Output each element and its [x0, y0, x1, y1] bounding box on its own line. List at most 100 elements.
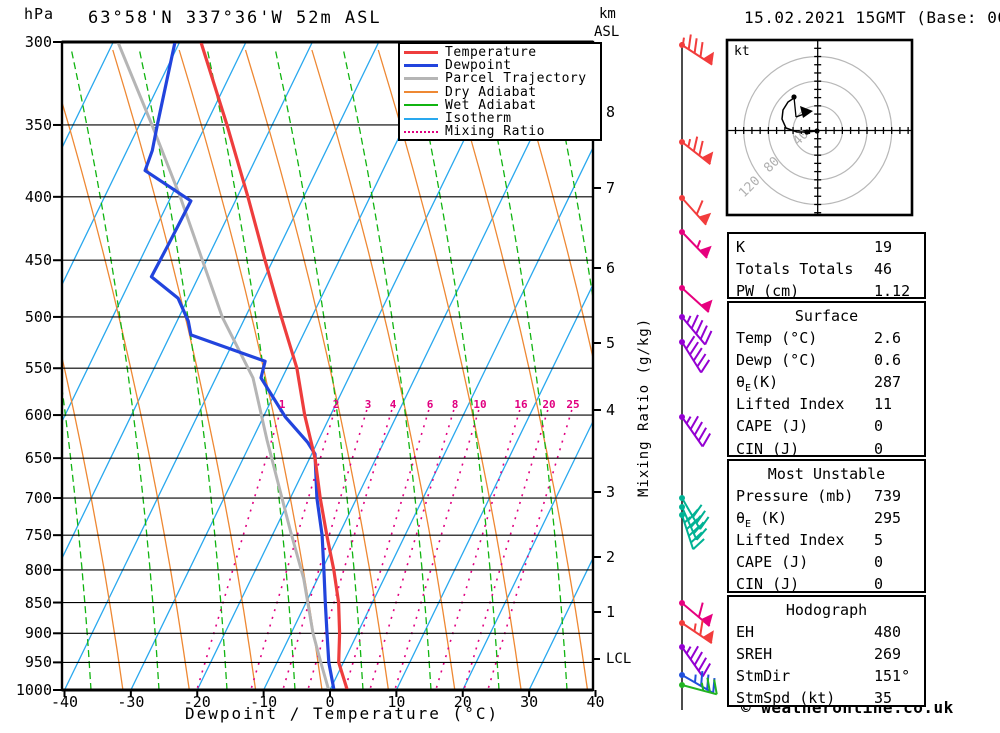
row-label: Lifted Index	[736, 395, 845, 414]
row-value: 151°	[874, 667, 911, 686]
wind-barb	[679, 335, 711, 374]
pressure-tick-label-800: 800	[24, 560, 52, 579]
table-row-mu-lifted-index: Lifted Index 5	[729, 529, 924, 551]
row-value: 0	[874, 417, 884, 436]
row-label: CIN (J)	[736, 439, 800, 458]
row-value: 2.6	[874, 329, 902, 348]
wind-barb	[679, 34, 715, 66]
row-value: 287	[874, 373, 902, 392]
legend-item-isotherm: Isotherm	[404, 112, 600, 125]
isotherm-line	[62, 42, 313, 560]
legend-item-dry-adiabat: Dry Adiabat	[404, 86, 600, 99]
mixing-ratio-value-label: 3	[364, 398, 372, 411]
table-row-surface-temp: Temp (°C) 2.6	[729, 327, 924, 349]
dry-adiabat-line	[112, 49, 257, 690]
temperature-tick-label--30: -30	[117, 693, 145, 711]
mixing-ratio-line	[394, 409, 480, 690]
mixing-ratio-line	[344, 409, 430, 690]
km-tick-label-8: 8	[606, 103, 616, 121]
row-value: 269	[874, 645, 902, 664]
wind-barb	[679, 195, 712, 226]
mixing-ratio-line	[435, 409, 521, 690]
isotherm-line	[63, 42, 380, 690]
dry-adiabat-line	[311, 49, 456, 690]
mixing-ratio-value-label: 6	[426, 398, 434, 411]
row-value: 46	[874, 260, 893, 279]
wind-barb	[679, 670, 716, 694]
wet-adiabat-line	[138, 49, 228, 690]
row-label: Lifted Index	[736, 531, 845, 550]
table-row-k: K 19	[729, 236, 924, 258]
mixing-ratio-value-label: 1	[278, 398, 286, 411]
mixing-ratio-line	[250, 409, 336, 690]
pressure-tick-label-300: 300	[24, 33, 52, 51]
legend-item-mixing-ratio: Mixing Ratio	[404, 125, 600, 138]
legend-label: Dry Adiabat	[445, 84, 537, 100]
surface-table-title: Surface	[729, 305, 924, 327]
isotherm-line	[528, 556, 593, 690]
mixing-ratio-line	[369, 409, 455, 690]
pressure-tick-label-450: 450	[24, 251, 52, 270]
dry-adiabat-line-swatch	[404, 91, 438, 94]
temperature-tick-label--20: -20	[183, 693, 211, 711]
mixing-ratio-value-label: 10	[473, 398, 487, 411]
wind-barb-column	[679, 34, 718, 710]
dewpoint-line-swatch	[404, 64, 438, 68]
legend-label: Parcel Trajectory	[445, 71, 587, 87]
pressure-tick-label-950: 950	[24, 653, 52, 672]
temperature-line	[199, 42, 349, 690]
isotherm-line	[62, 42, 181, 287]
table-row-surface-dewp: Dewp (°C) 0.6	[729, 349, 924, 371]
dry-adiabat-line	[244, 49, 390, 690]
legend-label: Wet Adiabat	[445, 97, 537, 113]
row-label: CAPE (J)	[736, 553, 809, 572]
mixing-ratio-value-label: 8	[451, 398, 459, 411]
km-tick-label-6: 6	[606, 259, 616, 277]
wind-barb	[679, 644, 712, 678]
legend-item-parcel: Parcel Trajectory	[404, 72, 600, 85]
hodograph-unit-label: kt	[734, 44, 750, 59]
row-label: PW (cm)	[736, 282, 800, 301]
hodograph-stats-table: Hodograph EH 480 SREH 269 StmDir 151° St…	[727, 595, 926, 707]
table-row-mu-cin: CIN (J) 0	[729, 573, 924, 595]
wet-adiabat-line	[206, 49, 296, 690]
mixing-ratio-value-label: 2	[332, 398, 340, 411]
wind-barb	[679, 512, 705, 550]
isotherm-line	[196, 42, 513, 690]
temperature-tick-label-30: 30	[520, 693, 539, 711]
mixing-ratio-value-label: 20	[542, 398, 556, 411]
row-label: Dewp (°C)	[736, 351, 818, 370]
axis-ticks	[53, 41, 601, 697]
isotherm-line-swatch	[404, 117, 438, 120]
station-title: 63°58'N 337°36'W 52m ASL	[88, 8, 382, 28]
row-label: Pressure (mb)	[736, 487, 854, 506]
pressure-tick-label-900: 900	[24, 624, 52, 643]
mixing-ratio-line	[487, 409, 573, 690]
table-row-mu-pressure: Pressure (mb) 739	[729, 485, 924, 507]
row-label: θE(K)	[736, 373, 779, 395]
row-label: EH	[736, 623, 755, 642]
table-row-pw: PW (cm) 1.12	[729, 280, 924, 302]
table-row-sreh: SREH 269	[729, 643, 924, 665]
mixing-ratio-line	[282, 409, 368, 690]
dry-adiabat-line	[62, 99, 190, 690]
km-tick-label-7: 7	[606, 179, 616, 197]
wet-adiabat-line	[478, 49, 568, 690]
row-value: 11	[874, 395, 893, 414]
dry-adiabat-line	[62, 354, 124, 690]
row-label: K	[736, 238, 746, 256]
isotherm-line	[395, 283, 593, 690]
dry-adiabat-line	[377, 49, 522, 690]
table-row-eh: EH 480	[729, 621, 924, 643]
row-value: 295	[874, 509, 902, 528]
legend-label: Temperature	[445, 45, 537, 61]
mixing-ratio-line-swatch	[404, 130, 438, 133]
table-row-totals-totals: Totals Totals 46	[729, 258, 924, 280]
table-row-surface-theta-e: θE(K) 287	[729, 371, 924, 395]
row-value: 19	[874, 238, 893, 256]
isotherm-line	[130, 42, 446, 690]
most-unstable-table-title: Most Unstable	[729, 463, 924, 485]
isotherms	[62, 42, 593, 690]
row-value: 0	[874, 439, 884, 458]
temperature-tick-label-40: 40	[586, 693, 605, 711]
